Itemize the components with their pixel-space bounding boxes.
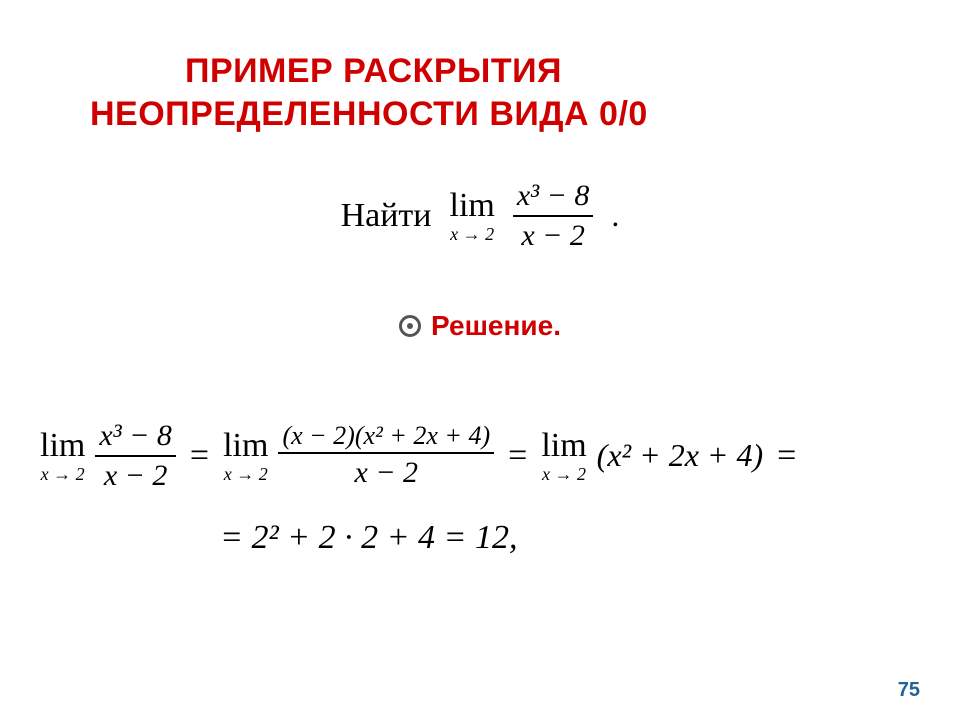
find-label: Найти xyxy=(341,197,432,235)
work-line-2: = 2² + 2 · 2 + 4 = 12, xyxy=(40,519,920,557)
equals-3: = xyxy=(773,437,800,475)
equals-1: = xyxy=(186,437,213,475)
equals-2: = xyxy=(504,437,531,475)
fraction: x³ − 8 x − 2 xyxy=(513,180,594,251)
reduced-expr: (x² + 2x + 4) xyxy=(597,437,764,474)
denominator: x − 2 xyxy=(517,220,589,252)
fraction-bar xyxy=(513,215,594,217)
solution-label: Решение. xyxy=(431,310,561,342)
solution-heading: Решение. xyxy=(0,310,960,342)
work-line-1: lim x → 2 x³ − 8 x − 2 = lim x → 2 (x − … xyxy=(40,420,920,491)
fraction-2: (x − 2)(x² + 2x + 4) x − 2 xyxy=(278,422,494,489)
lim-text: lim xyxy=(450,189,495,223)
limit-operator-2: lim x → 2 xyxy=(223,429,268,483)
find-expression: Найти lim x → 2 x³ − 8 x − 2 . xyxy=(0,180,960,251)
slide: ПРИМЕР РАСКРЫТИЯ НЕОПРЕДЕЛЕННОСТИ ВИДА 0… xyxy=(0,0,960,720)
bullet-icon xyxy=(399,315,421,337)
page-number: 75 xyxy=(898,679,920,702)
limit-operator-1: lim x → 2 xyxy=(40,429,85,483)
lim-subscript: x → 2 xyxy=(450,225,494,243)
period: . xyxy=(611,197,619,234)
fraction-1: x³ − 8 x − 2 xyxy=(95,420,176,491)
limit-operator: lim x → 2 xyxy=(450,189,495,243)
numerator: x³ − 8 xyxy=(513,180,594,212)
solution-work: lim x → 2 x³ − 8 x − 2 = lim x → 2 (x − … xyxy=(40,420,920,557)
title-line-1: ПРИМЕР РАСКРЫТИЯ xyxy=(90,50,870,93)
title-line-2: НЕОПРЕДЕЛЕННОСТИ ВИДА 0/0 xyxy=(90,93,870,136)
limit-operator-3: lim x → 2 xyxy=(541,429,586,483)
slide-title: ПРИМЕР РАСКРЫТИЯ НЕОПРЕДЕЛЕННОСТИ ВИДА 0… xyxy=(90,50,870,135)
